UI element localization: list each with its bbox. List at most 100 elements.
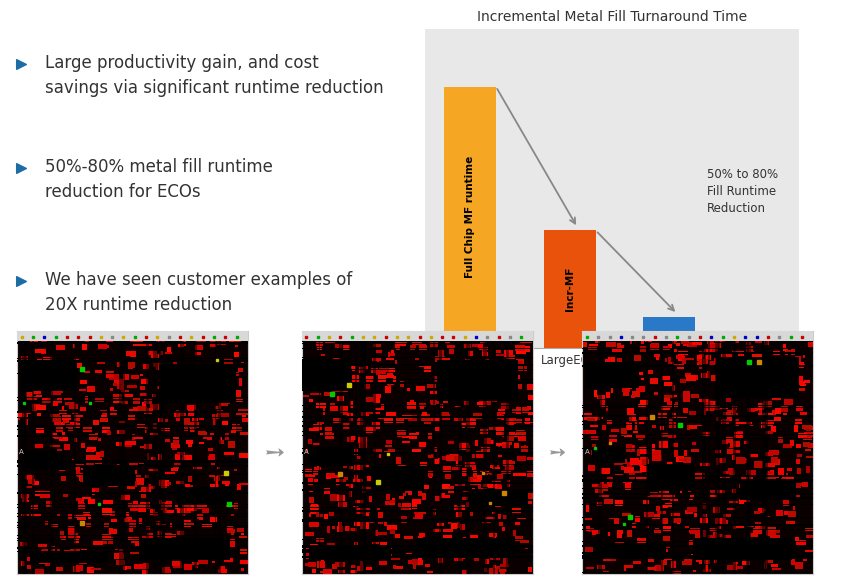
Bar	[609, 478, 613, 483]
Bar	[139, 373, 143, 376]
Bar	[437, 390, 444, 397]
Bar	[630, 339, 632, 344]
Bar	[231, 425, 235, 429]
Bar	[513, 366, 523, 371]
Bar	[651, 343, 660, 350]
Bar	[676, 343, 680, 346]
Bar	[772, 568, 780, 570]
Bar	[51, 362, 60, 369]
Bar	[109, 537, 113, 543]
Bar	[489, 533, 497, 537]
Bar	[769, 450, 776, 452]
Bar	[387, 554, 393, 559]
Bar	[202, 524, 212, 527]
Bar	[88, 472, 98, 475]
Bar	[781, 332, 786, 339]
Bar	[775, 530, 780, 532]
Bar	[352, 367, 354, 371]
Bar	[419, 364, 425, 367]
Bar	[314, 478, 318, 484]
Bar	[309, 497, 314, 503]
Bar	[240, 549, 247, 554]
Bar	[42, 397, 48, 401]
Bar	[227, 383, 234, 388]
Bar	[201, 505, 207, 508]
Bar	[433, 418, 439, 422]
Bar	[608, 532, 610, 536]
Bar	[173, 437, 178, 439]
Bar	[117, 483, 124, 485]
Bar	[30, 550, 108, 563]
Bar	[174, 541, 178, 547]
Bar	[437, 523, 444, 525]
Bar	[198, 394, 208, 398]
Bar	[242, 411, 246, 418]
Bar	[66, 379, 69, 383]
Bar	[40, 382, 48, 386]
Bar	[665, 557, 672, 560]
Bar	[122, 390, 129, 392]
Bar	[177, 491, 186, 494]
Bar	[111, 519, 117, 523]
Bar	[672, 364, 679, 367]
Bar	[637, 538, 646, 543]
Bar	[703, 569, 711, 573]
Bar	[162, 503, 164, 510]
Bar	[343, 345, 350, 350]
Bar	[502, 415, 504, 420]
Bar	[68, 426, 73, 430]
Bar	[792, 493, 800, 498]
Bar	[128, 415, 135, 420]
Bar	[724, 535, 731, 539]
Bar	[222, 387, 232, 391]
Bar	[164, 503, 172, 508]
Bar	[406, 551, 412, 553]
Bar	[302, 343, 533, 344]
Bar	[207, 437, 212, 440]
Bar	[660, 405, 670, 410]
Bar	[670, 497, 678, 501]
Bar	[141, 487, 151, 494]
Bar	[335, 345, 343, 349]
Bar	[175, 454, 180, 460]
Bar	[680, 379, 686, 383]
Bar	[128, 364, 133, 369]
Bar	[230, 338, 235, 342]
Bar	[722, 392, 732, 396]
Bar	[666, 485, 673, 488]
Bar	[699, 363, 703, 369]
Bar	[785, 512, 788, 515]
Bar	[217, 377, 226, 382]
Bar	[191, 412, 195, 415]
Bar	[783, 499, 789, 506]
Bar	[598, 495, 609, 499]
Bar	[387, 357, 394, 360]
Bar	[176, 411, 178, 418]
Bar	[138, 506, 146, 512]
Bar	[52, 433, 57, 438]
Bar	[654, 567, 657, 571]
Bar	[57, 398, 62, 403]
Bar	[308, 439, 312, 444]
Bar	[764, 340, 769, 345]
Bar	[41, 349, 46, 354]
Bar	[629, 473, 635, 479]
Bar	[422, 485, 429, 491]
Bar	[160, 480, 169, 485]
Bar	[479, 345, 483, 348]
Bar	[505, 538, 513, 542]
Bar	[315, 403, 326, 408]
Bar	[239, 535, 247, 538]
Bar	[746, 470, 756, 477]
Bar	[806, 535, 813, 538]
Bar	[302, 556, 533, 558]
Bar	[431, 418, 435, 422]
Bar	[152, 394, 156, 398]
Bar	[160, 378, 169, 383]
Bar	[492, 511, 495, 513]
Bar	[411, 499, 421, 504]
Bar	[715, 338, 725, 342]
Bar	[120, 383, 124, 390]
Bar	[503, 360, 511, 367]
Bar	[109, 530, 112, 534]
